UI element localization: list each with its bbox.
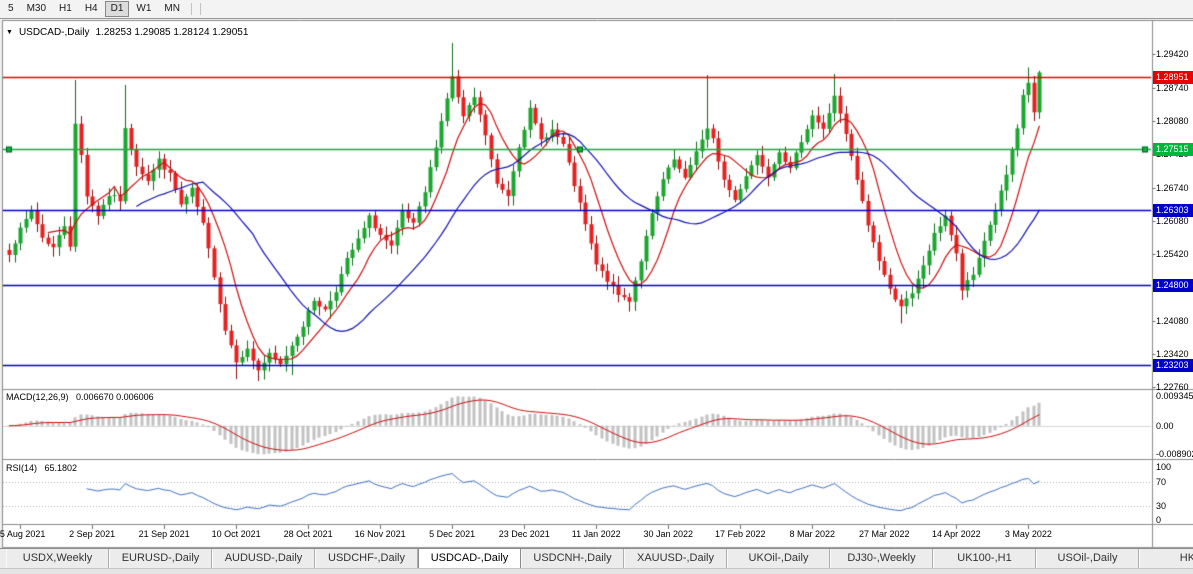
chart-tab-eurusd-daily[interactable]: EURUSD-,Daily [109,549,212,568]
toolbar-separator [190,3,192,15]
chart-tab-ukoil-daily[interactable]: UKOil-,Daily [727,549,830,568]
timeframe-button-w1[interactable]: W1 [136,3,152,14]
chart-tab-usdx-weekly[interactable]: USDX,Weekly [6,549,109,568]
chart-tab-dj30-weekly[interactable]: DJ30-,Weekly [830,549,933,568]
timeframe-button-5[interactable]: 5 [8,3,14,14]
timeframe-toolbar: 5 M30 H1 H4 D1 W1 MN [0,0,1193,19]
chart-tab-audusd-daily[interactable]: AUDUSD-,Daily [212,549,315,568]
timeframe-button-mn[interactable]: MN [164,3,180,14]
chart-tab-usdcnh-daily[interactable]: USDCNH-,Daily [521,549,624,568]
toolbar-separator [199,3,201,15]
window-bottom-strip [0,568,1193,574]
timeframe-button-h4[interactable]: H4 [84,3,98,14]
timeframe-button-h1[interactable]: H1 [59,3,72,14]
chart-tab-bar: USDX,Weekly EURUSD-,Daily AUDUSD-,Daily USD… [0,548,1193,568]
chart-tab-xauusd-daily[interactable]: XAUUSD-,Daily [624,549,727,568]
chart-tab-usdchf-daily[interactable]: USDCHF-,Daily [315,549,418,568]
chart-tab-hk5[interactable]: HK5 [1139,549,1193,568]
chart-tab-uk100-h1[interactable]: UK100-,H1 [933,549,1036,568]
chart-tab-usdcad-daily[interactable]: USDCAD-,Daily [418,549,521,568]
timeframe-button-d1[interactable]: D1 [104,1,130,17]
timeframe-button-m30[interactable]: M30 [26,3,47,14]
chart-tab-usoil-daily[interactable]: USOil-,Daily [1036,549,1139,568]
